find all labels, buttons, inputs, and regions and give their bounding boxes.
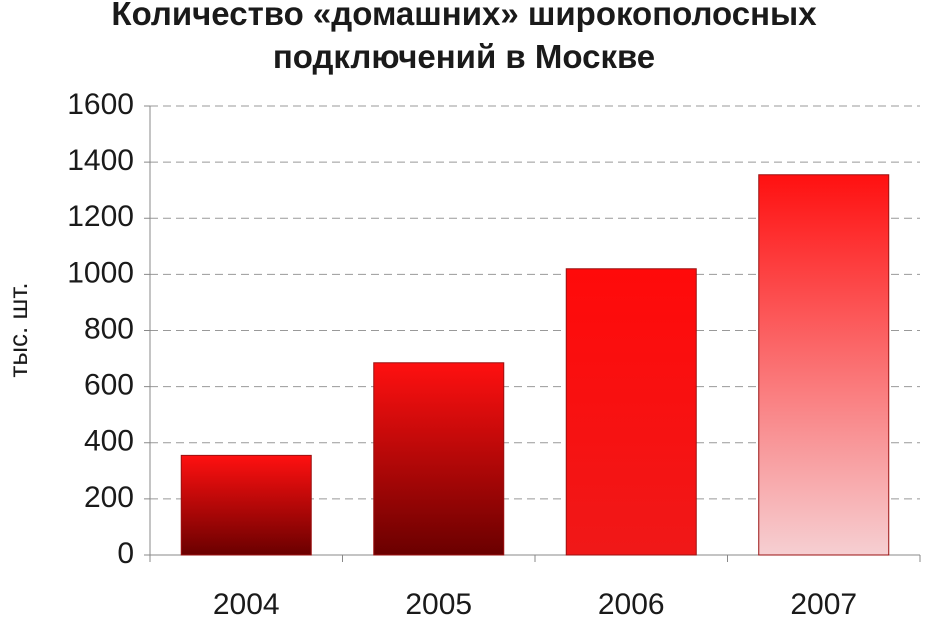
y-tick-label: 1200	[67, 200, 134, 233]
bar	[373, 362, 505, 556]
bar	[758, 174, 890, 556]
chart-title: Количество «домашних» широкополосных под…	[111, 0, 817, 75]
y-tick-label: 200	[84, 481, 134, 514]
x-tick-label: 2004	[213, 588, 280, 621]
y-tick-label: 0	[117, 537, 134, 570]
bar	[180, 454, 312, 556]
bar	[565, 268, 697, 556]
y-tick-label: 400	[84, 425, 134, 458]
y-tick-label: 800	[84, 312, 134, 345]
x-tick-label: 2007	[790, 588, 857, 621]
x-tick-label: 2006	[598, 588, 665, 621]
x-tick-label: 2005	[405, 588, 472, 621]
y-tick-label: 600	[84, 369, 134, 402]
y-tick-label: 1600	[67, 88, 134, 121]
y-tick-label: 1000	[67, 256, 134, 289]
y-axis-label: тыс. шт.	[3, 282, 33, 377]
y-tick-label: 1400	[67, 144, 134, 177]
